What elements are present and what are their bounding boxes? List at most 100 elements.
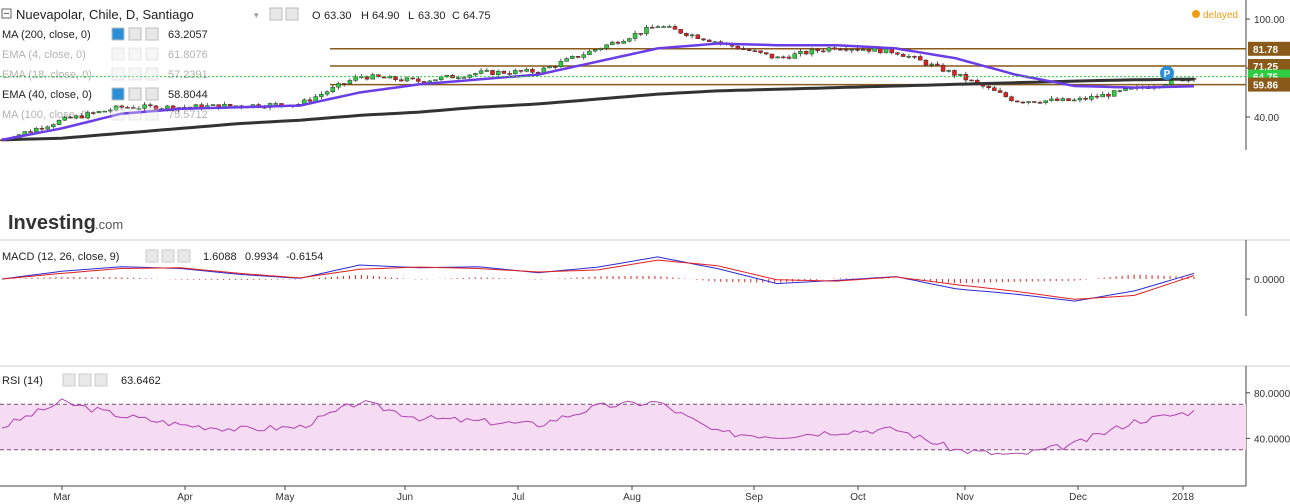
collapse-icon[interactable] [1, 8, 12, 19]
candle-body [45, 126, 50, 130]
candle-body [661, 26, 666, 28]
macd-panel: 0.0000 [1, 240, 1285, 316]
indicator-close-icon[interactable] [145, 27, 159, 41]
indicator-close-icon[interactable] [145, 87, 159, 101]
macd-settings-icon[interactable] [161, 249, 175, 263]
candle-body [792, 53, 798, 59]
rsi-label: RSI (14) [2, 375, 43, 387]
indicator-close-icon[interactable] [145, 107, 159, 121]
settings-icon[interactable] [269, 7, 283, 21]
candle-body [1054, 98, 1060, 101]
indicator-eye-icon[interactable] [111, 67, 125, 81]
candle-body [478, 70, 484, 74]
candle-body [404, 77, 410, 82]
x-tick-label: Dec [1069, 492, 1087, 503]
p-marker-circle[interactable] [1160, 66, 1174, 80]
candle-body [193, 104, 199, 108]
candle-body [592, 49, 598, 52]
candle-body [119, 105, 125, 108]
candle-body [490, 70, 495, 75]
candle-body [575, 55, 581, 58]
indicator-close-icon[interactable] [145, 67, 159, 81]
rsi-legend: RSI (14) 63.6462 [2, 373, 161, 387]
candle-body [307, 99, 313, 102]
candle-body [473, 73, 478, 76]
candle-body [644, 27, 649, 35]
candle-body [655, 26, 661, 28]
candle-body [969, 79, 974, 82]
candle-body [678, 29, 683, 34]
candle-body [695, 34, 701, 39]
indicator-close-icon[interactable] [145, 47, 159, 61]
indicator-eye-icon[interactable] [111, 87, 125, 101]
candle-body [849, 49, 855, 51]
brand-logo: Investing .com [8, 212, 123, 234]
candle-body [1009, 96, 1014, 102]
indicator-row: EMA (18, close, 0) 57.2391 [2, 67, 208, 81]
candle-body [610, 41, 615, 46]
candle-body [763, 52, 769, 55]
candle-body [758, 50, 763, 53]
candle-body [615, 41, 621, 44]
indicator-label: EMA (18, close, 0) [2, 69, 92, 81]
indicator-label: MA (100, close, 0) [2, 109, 91, 121]
candle-body [393, 76, 398, 80]
candle-body [416, 78, 421, 82]
ohlc-close-key: C [452, 10, 460, 22]
candle-body [1089, 95, 1094, 100]
indicator-label: EMA (4, close, 0) [2, 49, 86, 61]
indicator-row: MA (200, close, 0) 63.2057 [2, 27, 208, 41]
rsi-line [1, 398, 1195, 456]
price-tag[interactable] [1248, 58, 1290, 73]
candle-body [148, 104, 153, 107]
candle-body [1037, 102, 1043, 104]
candle-body [1032, 101, 1037, 103]
price-tag-label: 71.25 [1253, 62, 1278, 73]
candle-body [376, 74, 381, 78]
macd-close-icon[interactable] [177, 249, 191, 263]
price-tag[interactable] [1248, 77, 1290, 92]
indicator-settings-icon[interactable] [128, 107, 142, 121]
indicator-settings-icon[interactable] [128, 47, 142, 61]
candle-body [1043, 100, 1048, 104]
macd-eye-icon[interactable] [145, 249, 159, 263]
symbol-dropdown-icon[interactable]: ▾ [254, 10, 259, 20]
close-icon[interactable] [285, 7, 299, 21]
rsi-eye-icon[interactable] [62, 373, 76, 387]
candle-body [706, 39, 712, 42]
candle-body [917, 56, 923, 61]
candle-body [347, 80, 353, 84]
p-marker[interactable]: P [1160, 66, 1174, 80]
indicator-settings-icon[interactable] [128, 87, 142, 101]
candle-body [598, 48, 604, 50]
ohlc-low-key: L [408, 10, 414, 22]
candle-body [421, 81, 427, 83]
macd-legend: MACD (12, 26, close, 9) 1.6088 0.9934 -0… [2, 249, 323, 263]
rsi-y-ticks: 80.0000 40.0000 [1246, 389, 1290, 445]
candle-body [341, 83, 347, 85]
indicator-label: EMA (40, close, 0) [2, 89, 92, 101]
x-tick-label: Apr [177, 492, 193, 503]
candle-body [684, 32, 689, 37]
macd-y-ticks: 0.0000 [1246, 275, 1285, 286]
ohlc-open-value: 63.30 [324, 10, 352, 22]
candle-body [353, 76, 358, 81]
candle-body [398, 79, 404, 82]
rsi-close-icon[interactable] [94, 373, 108, 387]
indicator-eye-icon[interactable] [111, 47, 125, 61]
indicator-settings-icon[interactable] [128, 67, 142, 81]
horizontal-levels [330, 48, 1246, 86]
rsi-tick-label: 40.0000 [1254, 434, 1290, 445]
indicator-settings-icon[interactable] [128, 27, 142, 41]
candle-body [895, 52, 900, 55]
rsi-settings-icon[interactable] [78, 373, 92, 387]
candle-body [1071, 99, 1077, 102]
macd-line [1, 256, 1195, 302]
candle-body [735, 45, 740, 50]
indicator-row: EMA (4, close, 0) 61.8076 [2, 47, 208, 61]
indicator-eye-icon[interactable] [111, 107, 125, 121]
price-tag[interactable] [1248, 41, 1290, 56]
candle-body [1106, 93, 1111, 97]
indicator-eye-icon[interactable] [111, 27, 125, 41]
